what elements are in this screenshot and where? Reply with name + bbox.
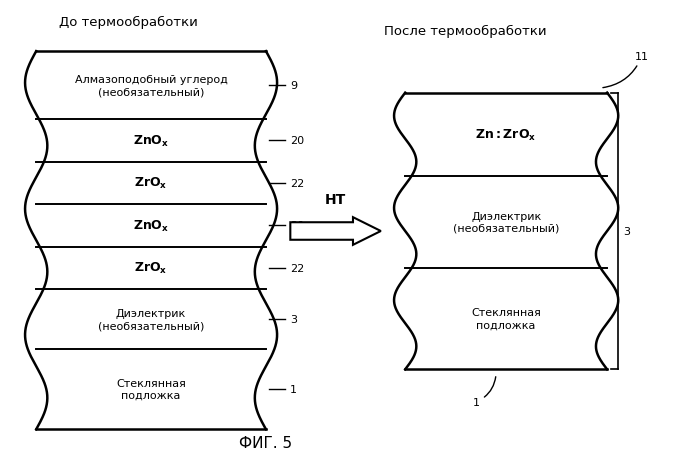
Text: 20: 20 xyxy=(290,221,305,231)
Text: 9: 9 xyxy=(290,81,298,91)
Text: 20: 20 xyxy=(290,136,305,146)
Text: Стеклянная
подложка: Стеклянная подложка xyxy=(471,308,541,330)
Text: Диэлектрик
(необязательный): Диэлектрик (необязательный) xyxy=(453,211,559,233)
Text: $\bf{ZrO}_{x}$: $\bf{ZrO}_{x}$ xyxy=(134,261,168,276)
Text: 22: 22 xyxy=(290,263,305,273)
Text: 1: 1 xyxy=(290,384,297,394)
Text: Диэлектрик
(необязательный): Диэлектрик (необязательный) xyxy=(98,308,204,330)
Text: 11: 11 xyxy=(603,51,649,88)
Polygon shape xyxy=(290,218,381,245)
Text: 3: 3 xyxy=(290,314,297,324)
Text: ФИГ. 5: ФИГ. 5 xyxy=(239,435,292,450)
Text: $\bf{ZnO}_{x}$: $\bf{ZnO}_{x}$ xyxy=(133,219,169,233)
Text: НТ: НТ xyxy=(325,192,346,206)
Text: $\bf{ZrO}_{x}$: $\bf{ZrO}_{x}$ xyxy=(134,176,168,191)
Text: Алмазоподобный углерод
(необязательный): Алмазоподобный углерод (необязательный) xyxy=(75,75,227,97)
Text: До термообработки: До термообработки xyxy=(59,16,198,29)
Text: 3: 3 xyxy=(623,226,630,237)
Text: Стеклянная
подложка: Стеклянная подложка xyxy=(116,378,186,400)
Text: $\bf{Zn:ZrO}_{x}$: $\bf{Zn:ZrO}_{x}$ xyxy=(475,127,537,143)
Text: $\bf{ZnO}_{x}$: $\bf{ZnO}_{x}$ xyxy=(133,133,169,149)
Text: 1: 1 xyxy=(473,377,496,407)
Text: После термообработки: После термообработки xyxy=(384,25,547,38)
Text: 22: 22 xyxy=(290,178,305,188)
